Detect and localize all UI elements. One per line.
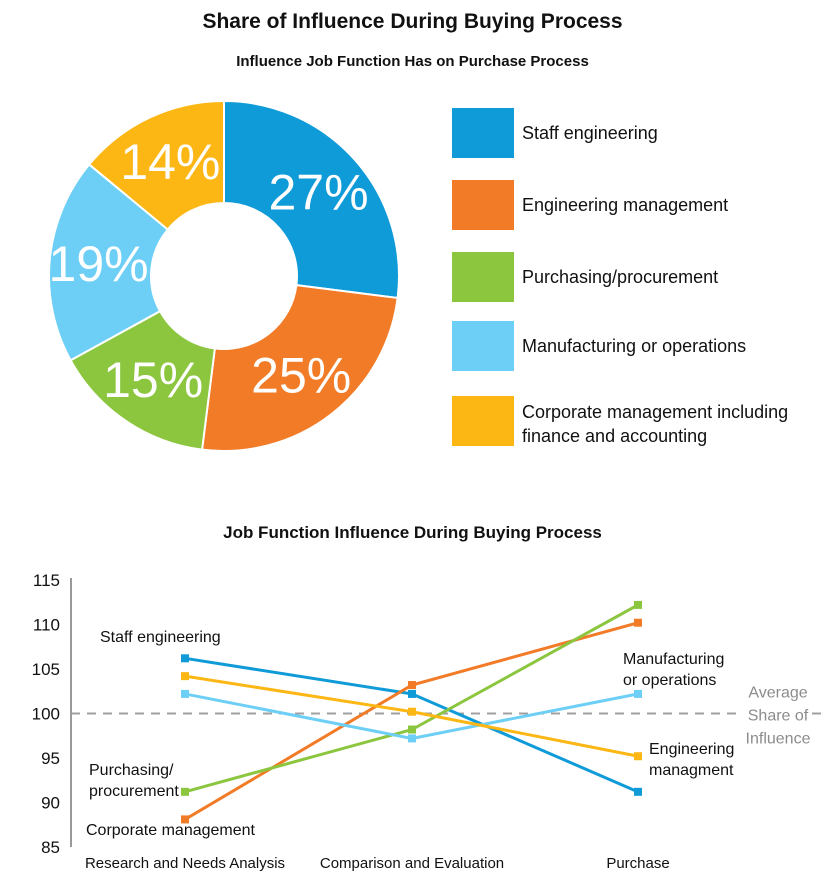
data-point-manufacturing-or-operations bbox=[181, 689, 189, 698]
data-point-manufacturing-or-operations bbox=[408, 734, 416, 743]
reference-line-label: Influence bbox=[746, 731, 811, 748]
legend-item-purchasing-procurement: Purchasing/procurement bbox=[452, 252, 812, 302]
y-tick-label: 85 bbox=[41, 838, 60, 857]
data-point-staff-engineering bbox=[634, 787, 642, 796]
legend-swatch bbox=[452, 180, 514, 230]
y-tick-label: 110 bbox=[33, 616, 60, 635]
legend-swatch bbox=[452, 321, 514, 371]
data-point-corporate-management bbox=[634, 752, 642, 761]
pie-slice-manufacturing-or-operations bbox=[48, 163, 170, 362]
pie-slice-corporate-management-including-finance-and-accounting bbox=[87, 99, 225, 231]
pie-slice-purchasing-procurement bbox=[69, 309, 216, 451]
x-tick-label: Research and Needs Analysis bbox=[85, 855, 285, 872]
legend-swatch bbox=[452, 252, 514, 302]
reference-line-label: Share of bbox=[748, 708, 809, 725]
pie-slice-engineering-management bbox=[200, 284, 399, 452]
legend-label: Staff engineering bbox=[522, 123, 658, 143]
legend-item-staff-engineering: Staff engineering bbox=[452, 108, 812, 158]
data-point-corporate-management bbox=[408, 707, 416, 716]
series-line-engineering-management bbox=[184, 621, 639, 821]
data-point-manufacturing-or-operations bbox=[634, 689, 642, 698]
legend-item-engineering-management: Engineering management bbox=[452, 180, 812, 230]
legend-item-manufacturing-operations: Manufacturing or operations bbox=[452, 321, 812, 371]
legend-item-corporate-management: Corporate management including finance a… bbox=[452, 396, 812, 446]
data-point-staff-engineering bbox=[181, 654, 189, 663]
legend-label: Manufacturing or operations bbox=[522, 336, 747, 356]
pie-value-label: 19% bbox=[49, 236, 149, 292]
series-annotation: Corporate management bbox=[86, 822, 256, 839]
series-annotation: Manufacturing bbox=[623, 651, 724, 668]
y-tick-label: 105 bbox=[32, 660, 60, 679]
line-chart-title: Job Function Influence During Buying Pro… bbox=[223, 523, 602, 542]
line-chart: 85 90 95 100 105 110 115 Research and Needs Ana… bbox=[32, 571, 825, 872]
pie-value-label: 14% bbox=[120, 134, 220, 190]
y-tick-label: 95 bbox=[41, 749, 60, 768]
y-tick-label: 100 bbox=[32, 705, 60, 724]
data-point-purchasing-procurement bbox=[181, 787, 189, 796]
pie-value-label: 15% bbox=[103, 352, 203, 408]
legend-label: Engineering management bbox=[522, 195, 729, 215]
series-annotation: Engineering bbox=[649, 741, 734, 758]
series-annotation: Staff engineering bbox=[100, 629, 221, 646]
x-tick-label: Purchase bbox=[606, 855, 669, 872]
main-title: Share of Influence During Buying Process bbox=[202, 10, 623, 33]
data-point-engineering-management bbox=[181, 815, 189, 824]
legend-label: Corporate management including finance a… bbox=[522, 402, 789, 446]
legend-label: Purchasing/procurement bbox=[522, 267, 719, 287]
series-annotation: procurement bbox=[89, 783, 179, 800]
legend-swatch bbox=[452, 396, 514, 446]
donut-chart: 27% 25% 15% 19% 14% bbox=[48, 99, 400, 452]
data-point-engineering-management bbox=[408, 681, 416, 690]
legend-swatch bbox=[452, 108, 514, 158]
pie-value-label: 25% bbox=[251, 348, 351, 404]
data-point-engineering-management bbox=[634, 618, 642, 627]
series-annotation: managment bbox=[649, 762, 734, 779]
series-annotation: Purchasing/ bbox=[89, 762, 174, 779]
pie-chart-title: Influence Job Function Has on Purchase P… bbox=[236, 53, 589, 70]
data-point-purchasing-procurement bbox=[634, 600, 642, 609]
data-point-staff-engineering bbox=[408, 689, 416, 698]
reference-line-label: Average bbox=[748, 685, 807, 702]
y-tick-label: 90 bbox=[41, 794, 60, 813]
series-annotation: or operations bbox=[623, 672, 716, 689]
pie-slice-staff-engineering bbox=[223, 99, 400, 300]
y-tick-label: 115 bbox=[33, 571, 60, 590]
x-tick-label: Comparison and Evaluation bbox=[320, 855, 504, 872]
data-point-corporate-management bbox=[181, 672, 189, 681]
pie-value-label: 27% bbox=[268, 165, 368, 221]
data-point-purchasing-procurement bbox=[408, 725, 416, 734]
